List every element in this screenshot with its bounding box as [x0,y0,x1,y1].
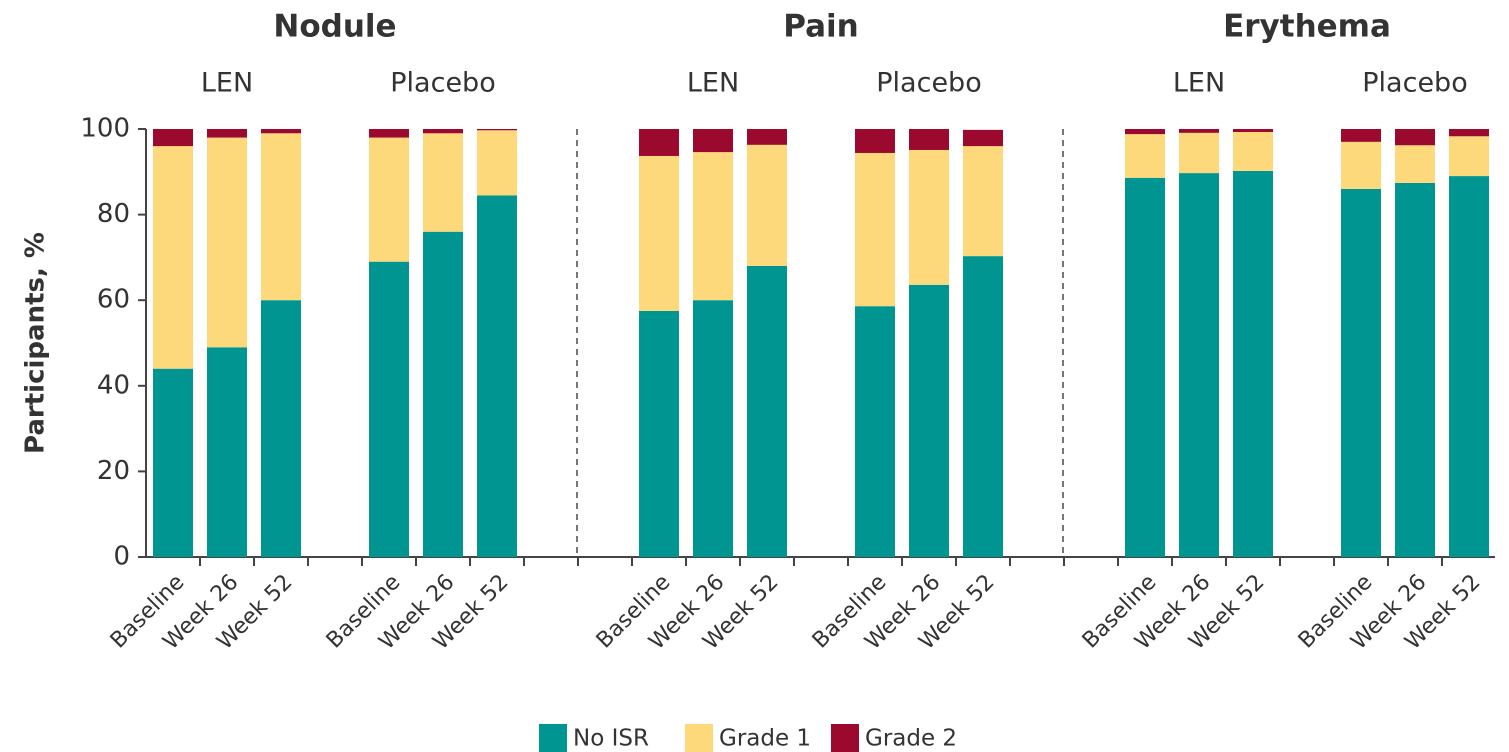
bar-segment [207,347,247,557]
bar-segment [909,284,949,557]
bar-segment [1125,177,1165,558]
bar-segment [153,368,193,557]
y-tick-label: 40 [97,370,130,400]
group-label: Placebo [1362,68,1467,99]
bar-segment [261,300,301,557]
bar-segment [1179,132,1219,174]
bar-segment [909,129,949,150]
group-label: LEN [1173,68,1225,99]
panel-title: Pain [783,9,859,45]
bar-segment [153,146,193,369]
bar-segment [1233,170,1273,557]
bar-segment [423,133,463,232]
bar-segment [639,129,679,156]
bar-segment [477,195,517,557]
bar-segment [1179,173,1219,558]
bar-segment [369,137,409,262]
panel-title: Nodule [273,9,396,45]
y-tick-label: 0 [113,542,130,572]
legend-swatch [831,724,859,752]
bar-segment [423,129,463,134]
bar-segment [1341,129,1381,142]
bar-segment [1395,145,1435,183]
bar-segment [1179,129,1219,133]
legend-swatch [685,724,713,752]
group-label: Placebo [390,68,495,99]
bar-segment [1341,141,1381,189]
bar-segment [639,155,679,311]
bar-segment [693,300,733,557]
bar-segment [963,256,1003,557]
bar-segment [855,152,895,307]
bar-segment [693,129,733,153]
bar-segment [855,129,895,153]
bar-segment [1341,188,1381,558]
bar-segment [477,129,517,131]
bar-segment [1125,134,1165,178]
bar-segment [153,129,193,147]
group-label: Placebo [876,68,981,99]
legend-swatch [539,724,567,752]
bar-segment [1449,136,1489,177]
group-label: LEN [201,68,253,99]
bar-segment [1449,176,1489,557]
bar-segment [909,149,949,285]
bar-segment [261,133,301,301]
bar-segment [747,144,787,266]
bar-segment [1395,129,1435,146]
y-axis-label: Participants, % [21,232,51,454]
bar-segment [261,129,301,134]
legend-label: No ISR [573,726,649,752]
y-tick-label: 80 [97,199,130,229]
y-tick-label: 20 [97,456,130,486]
bar-segment [963,129,1003,147]
bar-segment [747,129,787,145]
bar-segment [1233,131,1273,171]
bar-segment [1449,129,1489,137]
bar-segment [1395,182,1435,558]
bar-segment [963,146,1003,257]
bar-segment [423,231,463,557]
bar-segment [747,265,787,557]
bar-segment [855,306,895,557]
bar-segment [1233,129,1273,132]
legend-label: Grade 2 [865,726,957,752]
bar-segment [639,310,679,557]
y-tick-label: 100 [80,114,130,144]
group-label: LEN [687,68,739,99]
bar-segment [693,152,733,301]
y-tick-label: 60 [97,285,130,315]
bar-segment [1125,129,1165,135]
panel-title: Erythema [1223,9,1391,45]
legend-label: Grade 1 [719,726,811,752]
bar-segment [477,130,517,196]
bar-segment [207,129,247,138]
bar-segment [369,261,409,557]
bar-segment [369,129,409,138]
bar-segment [207,137,247,348]
